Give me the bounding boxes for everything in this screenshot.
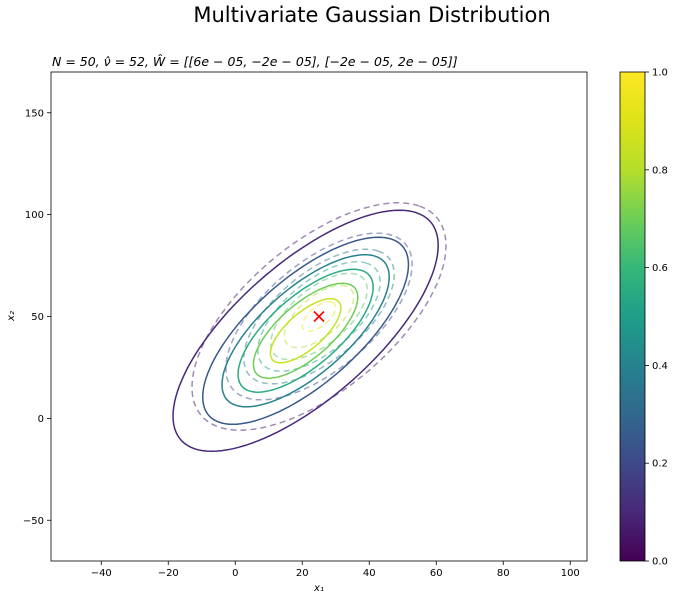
y-tick-label: 150 (25, 108, 44, 119)
dashed-contour-line (225, 232, 413, 401)
x-tick-label: 40 (363, 568, 376, 579)
colorbar-tick-label: 0.6 (652, 263, 668, 274)
figure-suptitle: Multivariate Gaussian Distribution (193, 3, 550, 27)
solid-contour-line (237, 268, 374, 393)
x-tick-label: 20 (296, 568, 309, 579)
dashed-contour-line (283, 284, 355, 349)
colorbar-ticks: 0.0 0.2 0.4 0.6 0.8 1.0 (645, 68, 668, 568)
solid-contour-line (201, 236, 410, 426)
colorbar-gradient (619, 71, 646, 562)
x-tick-label: 80 (497, 568, 510, 579)
colorbar-tick-label: 0.4 (652, 361, 668, 372)
y-tick-label: 0 (38, 414, 44, 425)
colorbar-tick-label: 0.2 (652, 459, 668, 470)
x-tick-label: 60 (430, 568, 443, 579)
mean-marker-stroke (313, 310, 325, 323)
solid-contour-line (252, 282, 359, 379)
axes-title: N = 50, ν̂ = 52, Ŵ = [[6e − 05, −2e − 05… (52, 54, 458, 69)
solid-contour-line (172, 209, 439, 453)
dashed-contour-line (191, 202, 447, 431)
x-tick-label: 0 (232, 568, 238, 579)
colorbar-tick-label: 0.0 (652, 557, 668, 568)
x-axis-label: x₁ (313, 583, 324, 594)
dashed-contour-line (257, 261, 381, 372)
x-tick-label: −20 (158, 568, 179, 579)
x-tick-label: −40 (91, 568, 112, 579)
dashed-contour-line (301, 300, 337, 333)
colorbar-tick-label: 0.8 (652, 165, 668, 176)
solid-contour-line (269, 297, 342, 364)
y-tick-label: 50 (31, 312, 44, 323)
colorbar-tick-label: 1.0 (652, 68, 668, 79)
colorbar: 0.0 0.2 0.4 0.6 0.8 1.0 (619, 68, 668, 568)
dashed-contour-line (270, 272, 368, 361)
y-axis-ticks: −50 0 50 100 150 (23, 108, 51, 527)
y-tick-label: 100 (25, 210, 44, 221)
y-axis-label: x₂ (6, 311, 17, 322)
x-tick-label: 100 (561, 568, 580, 579)
plot-area (172, 202, 447, 453)
dashed-contour-group (191, 202, 447, 431)
y-tick-label: −50 (23, 516, 44, 527)
solid-contour-line (221, 253, 390, 408)
x-axis-ticks: −40 −20 0 20 40 60 80 100 (91, 561, 580, 579)
solid-contour-group (172, 209, 439, 453)
dashed-contour-line (243, 248, 395, 385)
mean-marker (313, 310, 325, 323)
